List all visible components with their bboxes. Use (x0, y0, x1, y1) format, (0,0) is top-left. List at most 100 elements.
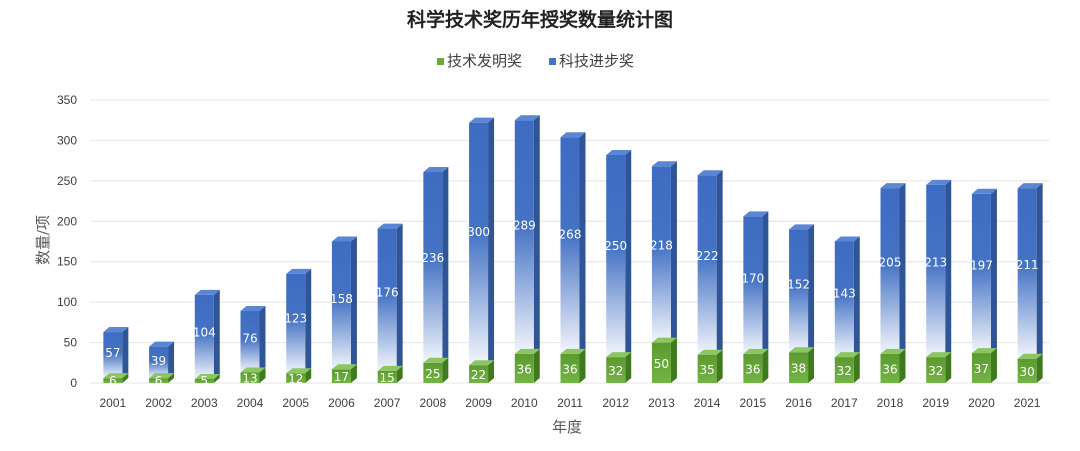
data-label-jishu-faming: 12 (288, 372, 303, 386)
data-label-keji-jinbu: 268 (559, 228, 582, 242)
data-label-jishu-faming: 13 (242, 372, 257, 386)
data-label-keji-jinbu: 205 (879, 256, 902, 270)
bar-2011-keji-jinbu (560, 132, 586, 354)
x-tick-label: 2002 (145, 396, 172, 410)
data-label-jishu-faming: 50 (654, 357, 669, 371)
bar-2007-jishu-faming (377, 365, 403, 383)
bar-2013-keji-jinbu (651, 161, 677, 343)
bar-2015-keji-jinbu (743, 211, 769, 354)
y-tick-label: 200 (57, 214, 77, 228)
bar-2019-jishu-faming (926, 352, 952, 383)
y-tick-label: 50 (64, 336, 78, 350)
chart-title: 科学技术奖历年授奖数量统计图 (407, 8, 673, 31)
data-label-jishu-faming: 5 (200, 374, 208, 388)
data-label-jishu-faming: 6 (109, 374, 117, 388)
data-label-jishu-faming: 36 (562, 362, 577, 376)
y-tick-label: 350 (57, 93, 77, 107)
x-tick-label: 2014 (694, 396, 721, 410)
data-label-keji-jinbu: 197 (970, 258, 993, 272)
x-axis-title: 年度 (552, 418, 582, 436)
bar-2013-jishu-faming (651, 337, 677, 383)
x-axis: 2001 2002 2003 2004 2005 2006 2007 2008 2009 2010… (100, 396, 1041, 410)
data-label-keji-jinbu: 236 (421, 251, 444, 265)
x-tick-label: 2010 (511, 396, 538, 410)
bar-2014-keji-jinbu (697, 170, 723, 355)
bar-2008-jishu-faming (423, 357, 449, 383)
data-label-jishu-faming: 22 (471, 368, 486, 382)
bar-2017-keji-jinbu (834, 236, 860, 358)
data-label-keji-jinbu: 104 (193, 326, 216, 340)
y-tick-label: 250 (57, 174, 77, 188)
data-label-keji-jinbu: 250 (604, 239, 627, 253)
x-tick-label: 2004 (237, 396, 264, 410)
x-tick-label: 2009 (465, 396, 492, 410)
data-label-jishu-faming: 38 (791, 362, 806, 376)
data-label-keji-jinbu: 218 (650, 239, 673, 253)
bar-2002-keji-jinbu (149, 341, 175, 379)
data-label-jishu-faming: 36 (882, 362, 897, 376)
bar-2003-keji-jinbu (194, 289, 220, 379)
data-label-jishu-faming: 17 (334, 370, 349, 384)
bar-2016-keji-jinbu (789, 224, 815, 353)
bar-2004-jishu-faming (240, 367, 266, 383)
data-label-jishu-faming: 37 (974, 362, 989, 376)
legend-label: 技术发明奖 (447, 52, 522, 70)
bars (103, 115, 1043, 383)
data-label-keji-jinbu: 39 (151, 354, 166, 368)
bar-2002-jishu-faming (149, 373, 175, 383)
bar-2018-jishu-faming (880, 348, 906, 383)
bar-2012-jishu-faming (606, 352, 632, 383)
bar-2001-keji-jinbu (103, 327, 129, 379)
x-tick-label: 2018 (877, 396, 904, 410)
data-label-jishu-faming: 36 (745, 362, 760, 376)
data-label-keji-jinbu: 158 (330, 292, 353, 306)
data-label-jishu-faming: 32 (928, 364, 943, 378)
y-axis: 0 50 100 150 200 250 300 350 (57, 93, 77, 390)
bar-2017-jishu-faming (834, 352, 860, 383)
data-label-keji-jinbu: 57 (105, 346, 120, 360)
bar-2020-jishu-faming (971, 348, 997, 383)
x-tick-label: 2012 (602, 396, 629, 410)
bar-2004-keji-jinbu (240, 306, 266, 373)
bar-2008-keji-jinbu (423, 166, 449, 363)
bar-2015-jishu-faming (743, 348, 769, 383)
bar-2018-keji-jinbu (880, 183, 906, 354)
bar-2005-keji-jinbu (286, 268, 312, 374)
data-label-keji-jinbu: 76 (242, 332, 257, 346)
data-label-keji-jinbu: 143 (833, 287, 856, 301)
y-tick-label: 150 (57, 255, 77, 269)
x-tick-label: 2017 (831, 396, 858, 410)
bar-2010-keji-jinbu (514, 115, 540, 354)
x-tick-label: 2001 (100, 396, 127, 410)
y-tick-label: 0 (70, 376, 77, 390)
bar-2020-keji-jinbu (971, 188, 997, 354)
data-label-keji-jinbu: 211 (1016, 258, 1039, 272)
data-label-keji-jinbu: 170 (741, 271, 764, 285)
data-label-jishu-faming: 35 (700, 363, 715, 377)
data-label-jishu-faming: 15 (380, 371, 395, 385)
bar-2021-keji-jinbu (1017, 183, 1043, 359)
bar-2005-jishu-faming (286, 368, 312, 383)
data-label-jishu-faming: 6 (155, 374, 163, 388)
legend-label: 科技进步奖 (559, 52, 634, 70)
x-tick-label: 2013 (648, 396, 675, 410)
data-label-keji-jinbu: 176 (376, 286, 399, 300)
bar-2007-keji-jinbu (377, 223, 403, 371)
bar-2014-jishu-faming (697, 349, 723, 383)
data-label-keji-jinbu: 123 (284, 312, 307, 326)
legend-swatch (549, 58, 556, 65)
data-label-keji-jinbu: 289 (513, 218, 536, 232)
bar-2009-jishu-faming (469, 360, 495, 383)
data-label-jishu-faming: 32 (837, 364, 852, 378)
x-tick-label: 2020 (968, 396, 995, 410)
bar-2019-keji-jinbu (926, 179, 952, 358)
x-tick-label: 2003 (191, 396, 218, 410)
bar-2011-jishu-faming (560, 348, 586, 383)
data-label-keji-jinbu: 222 (696, 249, 719, 263)
bar-2003-jishu-faming (194, 373, 220, 383)
bar-2006-keji-jinbu (331, 236, 357, 370)
y-axis-title: 数量/项 (34, 215, 52, 265)
x-tick-label: 2005 (282, 396, 309, 410)
